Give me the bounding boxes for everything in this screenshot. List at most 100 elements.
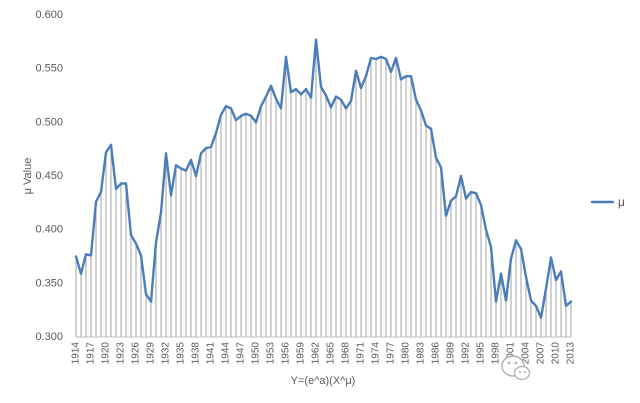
data-point: [379, 55, 383, 58]
data-point: [289, 91, 293, 94]
y-tick-label: 0.500: [35, 116, 63, 128]
y-tick-label: 0.400: [35, 224, 63, 236]
data-point: [209, 145, 213, 149]
data-point: [204, 146, 208, 150]
x-tick-label: 1956: [281, 342, 292, 365]
data-point: [189, 158, 193, 161]
data-point: [344, 107, 348, 110]
data-point: [164, 152, 168, 155]
data-point: [94, 200, 98, 203]
data-point: [234, 119, 238, 122]
data-point: [294, 87, 298, 91]
x-tick-label: 2007: [536, 342, 547, 365]
data-point: [399, 78, 403, 81]
data-point: [224, 105, 228, 108]
watermark: [501, 355, 531, 381]
series-points: [74, 38, 573, 319]
data-point: [74, 255, 78, 258]
data-point: [409, 75, 413, 78]
data-point: [314, 38, 318, 41]
x-tick-label: 1953: [266, 342, 277, 365]
data-point: [129, 233, 133, 237]
data-point: [389, 70, 393, 73]
x-tick-label: 2010: [551, 342, 562, 365]
data-point: [529, 299, 533, 302]
x-tick-label: 1977: [386, 342, 397, 365]
data-point: [364, 75, 368, 78]
data-point: [564, 304, 568, 307]
data-point: [114, 187, 118, 190]
data-point: [404, 75, 408, 78]
data-point: [439, 166, 443, 169]
data-point: [134, 242, 138, 245]
data-point: [534, 304, 538, 307]
data-point: [424, 124, 428, 127]
data-point: [449, 199, 453, 202]
data-point: [484, 228, 488, 231]
x-tick-label: 1983: [416, 342, 427, 365]
legend-label-mu: μ: [618, 195, 625, 209]
data-point: [264, 95, 268, 98]
x-tick-label: 1989: [446, 342, 457, 365]
data-point: [554, 279, 558, 282]
x-axis-title: Y=(e^a)(X^μ): [291, 375, 356, 387]
data-point: [194, 174, 198, 178]
x-tick-label: 1971: [356, 342, 367, 365]
data-point: [124, 182, 128, 185]
y-tick-label: 0.300: [35, 331, 63, 343]
x-tick-label: 1917: [86, 342, 97, 365]
drop-lines: [75, 39, 572, 337]
data-point: [144, 292, 148, 296]
data-point: [254, 121, 258, 124]
data-point: [559, 270, 563, 273]
data-point: [474, 192, 478, 195]
data-point: [109, 143, 113, 146]
x-tick-label: 1935: [176, 342, 187, 365]
data-point: [429, 127, 433, 130]
data-point: [499, 272, 503, 275]
x-tick-label: 1968: [341, 342, 352, 365]
data-point: [434, 156, 438, 159]
data-point: [394, 56, 398, 60]
data-point: [179, 167, 183, 170]
data-point: [549, 256, 553, 259]
data-point: [524, 275, 528, 278]
x-tick-labels: 1914 1917 1920 1923 1926 1929 1932 1935 1938 1941…: [71, 342, 577, 365]
x-tick-label: 2013: [566, 342, 577, 365]
data-point: [214, 131, 218, 135]
x-tick-label: 1980: [401, 342, 412, 365]
x-tick-label: 1938: [191, 342, 202, 365]
y-tick-label: 0.450: [35, 170, 63, 182]
y-axis-title: μ Value: [22, 158, 34, 195]
series-line-mu: [74, 38, 573, 319]
data-point: [454, 195, 458, 198]
y-tick-labels: 0.600 0.550 0.500 0.450 0.400 0.350 0.300: [35, 9, 63, 343]
data-point: [219, 113, 223, 116]
data-point: [309, 96, 313, 99]
wechat-logo-icon: [501, 355, 531, 381]
data-point: [569, 300, 573, 303]
x-tick-label: 1986: [431, 342, 442, 365]
x-tick-label: 2001: [506, 342, 517, 365]
data-point: [539, 316, 543, 319]
data-point: [509, 257, 513, 260]
data-point: [184, 169, 188, 172]
data-point: [319, 85, 323, 89]
data-point: [299, 93, 303, 96]
x-tick-label: 2004: [521, 342, 532, 365]
x-tick-label: 1974: [371, 342, 382, 365]
data-point: [279, 107, 283, 110]
data-point: [414, 98, 418, 101]
data-point: [469, 191, 473, 194]
data-point: [514, 239, 518, 242]
data-point: [139, 254, 143, 257]
data-point: [444, 214, 448, 217]
x-tick-label: 1959: [296, 342, 307, 365]
x-tick-label: 1929: [146, 342, 157, 365]
data-point: [269, 84, 273, 87]
x-tick-label: 1965: [326, 342, 337, 365]
data-point: [79, 272, 83, 275]
data-point: [374, 57, 378, 61]
data-point: [244, 112, 248, 115]
x-tick-label: 1950: [251, 342, 262, 365]
